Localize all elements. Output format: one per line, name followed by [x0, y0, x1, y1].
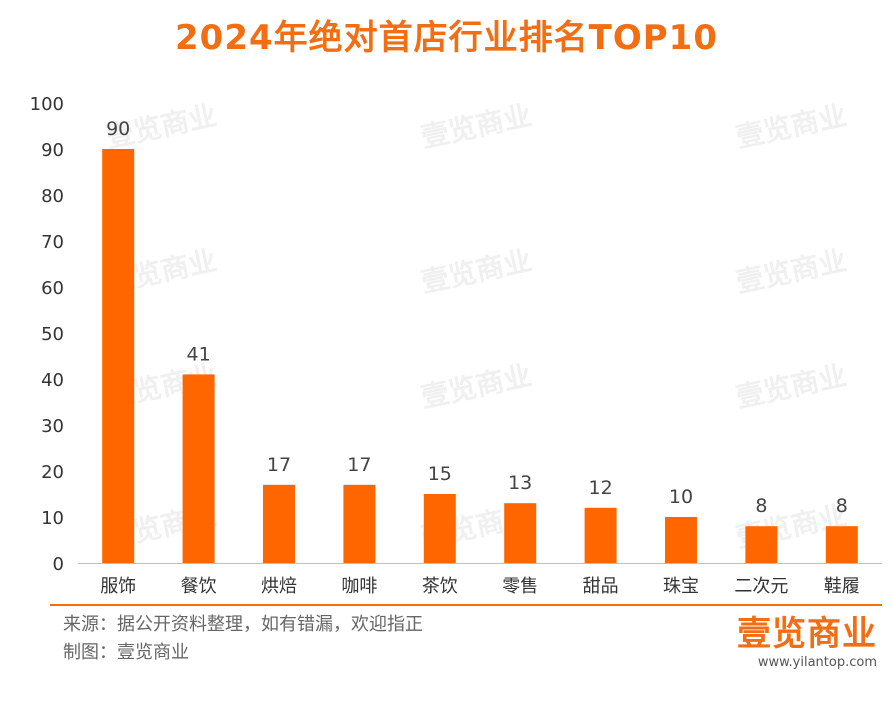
value-labels-group: 90 41 17 17 15 13 12 10 8 8: [106, 118, 848, 517]
bar-烘焙: [263, 484, 295, 563]
y-tick-label: 70: [41, 232, 64, 253]
y-axis: 0 10 20 30 40 50 60 70 80 90 100: [30, 94, 64, 575]
bar-服饰: [102, 149, 135, 563]
y-tick-label: 90: [41, 140, 64, 161]
bar-零售: [504, 503, 537, 563]
category-label: 烘焙: [261, 576, 297, 597]
category-label: 甜品: [583, 576, 619, 597]
value-label: 15: [428, 463, 452, 485]
bar-餐饮: [182, 374, 215, 563]
chart-title: 2024年绝对首店行业排名TOP10: [175, 18, 718, 58]
category-label: 餐饮: [181, 576, 217, 597]
source-note: 来源：据公开资料整理，如有错漏，欢迎指正: [63, 614, 423, 635]
credit-note: 制图：壹览商业: [63, 642, 189, 663]
value-label: 17: [267, 454, 291, 476]
y-tick-label: 30: [41, 416, 64, 437]
bar-咖啡: [343, 484, 376, 563]
value-label: 10: [669, 486, 693, 508]
category-labels-group: 服饰 餐饮 烘焙 咖啡 茶饮 零售 甜品 珠宝 二次元 鞋履: [100, 576, 860, 597]
brand-url: www.yilantop.com: [757, 655, 877, 670]
brand-logo: 壹览商业: [737, 614, 877, 654]
bar-甜品: [584, 507, 617, 563]
footer-divider: [50, 604, 882, 606]
value-label: 8: [755, 495, 767, 517]
y-tick-label: 40: [41, 370, 64, 391]
bar-珠宝: [665, 517, 697, 563]
y-tick-label: 60: [41, 278, 64, 299]
y-tick-label: 100: [30, 94, 64, 115]
bar-二次元: [745, 526, 778, 563]
category-label: 珠宝: [663, 576, 699, 597]
category-label: 二次元: [734, 576, 788, 597]
bars-group: [102, 149, 858, 563]
y-tick-label: 0: [53, 554, 64, 575]
value-label: 13: [508, 472, 532, 494]
value-label: 12: [589, 477, 613, 499]
bar-chart: 0 10 20 30 40 50 60 70 80 90 100 90 41 17 17 15 13 12 10 8…: [30, 94, 882, 597]
bar-茶饮: [423, 494, 456, 563]
y-tick-label: 10: [41, 508, 64, 529]
category-label: 茶饮: [422, 576, 458, 597]
value-label: 90: [106, 118, 130, 140]
category-label: 零售: [502, 576, 538, 597]
value-label: 17: [347, 454, 371, 476]
category-label: 鞋履: [824, 576, 860, 597]
category-label: 服饰: [100, 576, 136, 597]
category-label: 咖啡: [341, 576, 377, 597]
value-label: 41: [187, 343, 211, 365]
y-tick-label: 50: [41, 324, 64, 345]
bar-鞋履: [825, 526, 858, 563]
value-label: 8: [836, 495, 848, 517]
y-tick-label: 80: [41, 186, 64, 207]
y-tick-label: 20: [41, 462, 64, 483]
brand-block: 壹览商业 www.yilantop.com: [737, 614, 877, 672]
